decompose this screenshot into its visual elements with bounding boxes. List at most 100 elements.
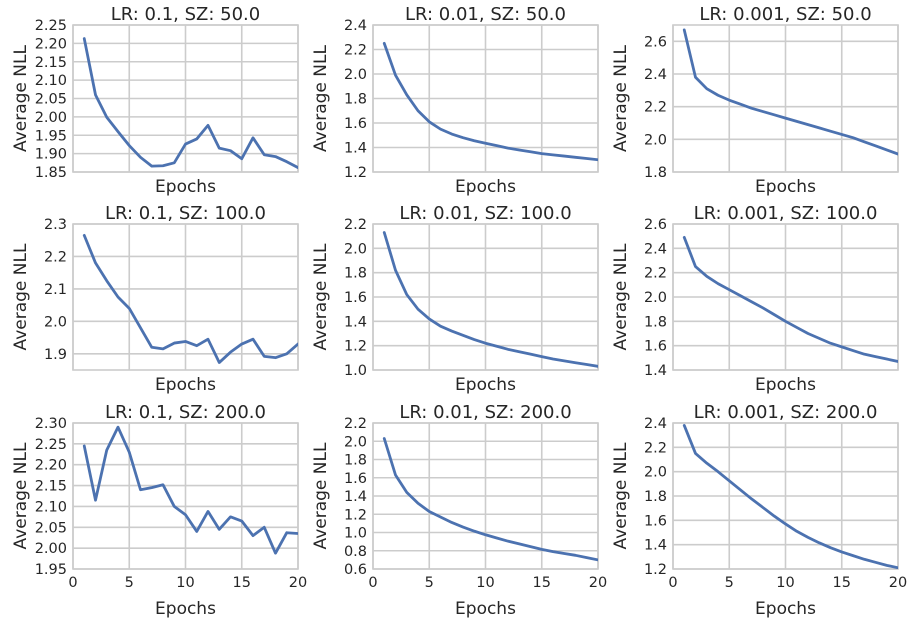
- y-tick-label: 2.4: [644, 241, 667, 257]
- y-tick-label: 2.4: [644, 416, 667, 432]
- series-line: [82, 425, 298, 555]
- y-tick-label: 2.4: [344, 18, 367, 34]
- x-tick-label: 20: [589, 575, 607, 591]
- axes-frame: [372, 422, 599, 570]
- y-axis-label: Average NLL: [11, 442, 31, 549]
- series-line: [82, 233, 298, 364]
- y-tick-label: 1.0: [344, 363, 367, 379]
- y-tick-label: 2.6: [644, 34, 667, 50]
- y-tick-label: 2.00: [35, 541, 67, 557]
- y-tick-label: 2.2: [644, 266, 667, 282]
- x-tick-label: 15: [533, 575, 551, 591]
- y-tick-label: 1.8: [344, 266, 367, 282]
- y-tick-label: 2.25: [35, 18, 67, 34]
- subplot-5: 1.0 1.2 1.4 1.6 1.8 2.0 2.2 LR: 0.01, SZ: 100.0…: [311, 203, 599, 395]
- y-tick-label: 2.15: [35, 479, 67, 495]
- y-tick-label: 1.4: [344, 314, 367, 330]
- x-axis-label: Epochs: [155, 599, 216, 619]
- series-line: [682, 235, 898, 363]
- y-tick-label: 2.05: [35, 520, 67, 536]
- x-tick-label: 20: [889, 575, 907, 591]
- y-tick-label: 2.2: [644, 440, 667, 456]
- y-tick-label: 2.4: [644, 67, 667, 83]
- y-tick-label: 2.10: [35, 499, 67, 515]
- x-axis-label: Epochs: [755, 375, 816, 395]
- axes-frame: [72, 223, 299, 371]
- y-tick-label: 2.0: [344, 434, 367, 450]
- y-tick-label: 2.2: [344, 43, 367, 59]
- x-tick-label: 0: [368, 575, 377, 591]
- series-line: [382, 437, 598, 562]
- y-tick-label: 1.95: [35, 562, 67, 578]
- y-tick-label: 1.4: [644, 538, 667, 554]
- y-tick-label: 2.0: [44, 314, 67, 330]
- y-tick-label: 0.8: [344, 544, 367, 560]
- y-tick-label: 2.10: [35, 73, 67, 89]
- x-axis-label: Epochs: [455, 375, 516, 395]
- x-tick-label: 10: [176, 575, 194, 591]
- y-tick-label: 1.4: [344, 141, 367, 157]
- subplot-6: 1.4 1.6 1.8 2.0 2.2 2.4 2.6 LR: 0.001, SZ: 100.…: [611, 203, 899, 395]
- axes-frame: [72, 422, 299, 570]
- y-tick-label: 2.05: [35, 92, 67, 108]
- y-tick-label: 1.2: [644, 562, 667, 578]
- y-tick-label: 2.00: [35, 110, 67, 126]
- y-tick-label: 1.8: [644, 489, 667, 505]
- y-tick-label: 2.20: [35, 458, 67, 474]
- axes-frame: [372, 223, 599, 371]
- x-tick-label: 15: [833, 575, 851, 591]
- y-tick-label: 2.20: [35, 36, 67, 52]
- chart-title: LR: 0.001, SZ: 50.0: [699, 4, 871, 25]
- y-axis-label: Average NLL: [611, 243, 631, 350]
- y-tick-label: 1.6: [644, 513, 667, 529]
- y-tick-label: 1.2: [344, 507, 367, 523]
- subplot-7: 1.95 2.00 2.05 2.10 2.15 2.20 2.25 2.30 0 5 10 15 20…: [11, 402, 307, 619]
- axes-frame: [72, 24, 299, 173]
- y-tick-label: 1.8: [344, 92, 367, 108]
- x-tick-label: 5: [425, 575, 434, 591]
- chart-title: LR: 0.001, SZ: 200.0: [694, 402, 878, 423]
- y-tick-label: 1.8: [644, 165, 667, 181]
- y-tick-label: 0.6: [344, 562, 367, 578]
- chart-title: LR: 0.01, SZ: 200.0: [399, 402, 571, 423]
- x-tick-label: 5: [125, 575, 134, 591]
- y-axis-label: Average NLL: [311, 442, 331, 549]
- subplot-1: 1.85 1.90 1.95 2.00 2.05 2.10 2.15 2.20 2.25 LR: …: [11, 4, 299, 197]
- y-tick-label: 1.2: [344, 165, 367, 181]
- y-tick-label: 1.6: [644, 339, 667, 355]
- y-axis-label: Average NLL: [311, 243, 331, 350]
- x-tick-label: 0: [668, 575, 677, 591]
- y-tick-label: 2.0: [644, 132, 667, 148]
- y-tick-label: 2.6: [644, 217, 667, 233]
- axes-frame: [672, 24, 899, 173]
- x-tick-label: 0: [68, 575, 77, 591]
- x-axis-label: Epochs: [155, 177, 216, 197]
- x-axis-label: Epochs: [455, 177, 516, 197]
- x-axis-label: Epochs: [755, 599, 816, 619]
- chart-title: LR: 0.1, SZ: 200.0: [105, 402, 266, 423]
- y-tick-label: 2.2: [344, 416, 367, 432]
- chart-title: LR: 0.001, SZ: 100.0: [694, 203, 878, 224]
- y-tick-label: 1.6: [344, 290, 367, 306]
- y-tick-label: 1.4: [344, 489, 367, 505]
- series-line: [682, 28, 898, 156]
- y-tick-label: 2.2: [644, 100, 667, 116]
- y-tick-label: 2.0: [644, 290, 667, 306]
- subplot-2: 1.2 1.4 1.6 1.8 2.0 2.2 2.4 LR: 0.01, SZ: 50.0 E…: [311, 4, 599, 197]
- y-tick-label: 2.0: [344, 67, 367, 83]
- series-line: [382, 41, 598, 162]
- chart-title: LR: 0.01, SZ: 100.0: [399, 203, 571, 224]
- x-axis-label: Epochs: [155, 375, 216, 395]
- subplot-9: 1.2 1.4 1.6 1.8 2.0 2.2 2.4 0 5 10 15 20 LR: 0.001, …: [611, 402, 907, 619]
- y-tick-label: 2.3: [44, 217, 67, 233]
- y-tick-label: 2.15: [35, 55, 67, 71]
- y-axis-label: Average NLL: [11, 45, 31, 152]
- y-tick-label: 1.8: [644, 314, 667, 330]
- chart-title: LR: 0.1, SZ: 100.0: [105, 203, 266, 224]
- series-line: [682, 424, 898, 569]
- y-tick-label: 1.95: [35, 128, 67, 144]
- x-tick-label: 10: [776, 575, 794, 591]
- y-axis-label: Average NLL: [611, 45, 631, 152]
- y-tick-label: 2.0: [644, 465, 667, 481]
